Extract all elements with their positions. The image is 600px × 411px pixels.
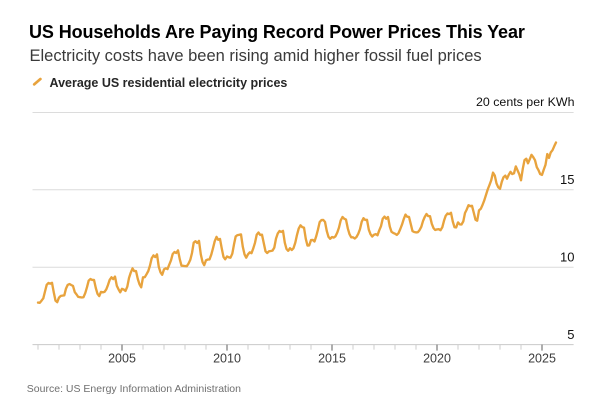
svg-text:2015: 2015 — [318, 352, 346, 366]
svg-text:2025: 2025 — [528, 352, 556, 366]
svg-text:2010: 2010 — [213, 352, 241, 366]
svg-text:2005: 2005 — [108, 352, 136, 366]
svg-text:2020: 2020 — [423, 352, 451, 366]
svg-text:10: 10 — [560, 249, 574, 264]
svg-text:20 cents per KWh: 20 cents per KWh — [476, 95, 575, 109]
svg-text:15: 15 — [560, 172, 574, 187]
svg-text:5: 5 — [567, 327, 574, 342]
